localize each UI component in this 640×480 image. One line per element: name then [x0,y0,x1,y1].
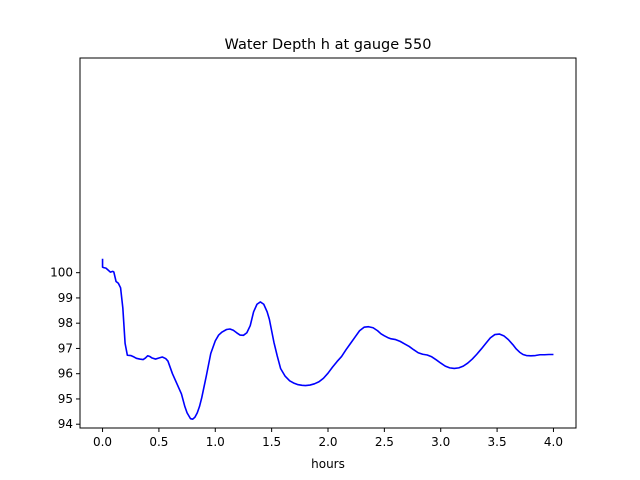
x-tick-label: 3.0 [431,435,450,449]
x-axis-ticks: 0.0 0.5 1.0 1.5 2.0 2.5 3.0 3.5 4.0 [93,428,563,449]
chart-title: Water Depth h at gauge 550 [225,37,432,53]
x-tick-label: 1.0 [206,435,225,449]
x-tick-label: 3.5 [488,435,507,449]
y-tick-label: 94 [58,417,73,431]
y-tick-label: 96 [58,367,73,381]
x-tick-label: 1.5 [262,435,281,449]
x-tick-label: 2.5 [375,435,394,449]
series-line [101,258,554,420]
x-tick-label: 0.5 [149,435,168,449]
x-tick-label: 2.0 [318,435,337,449]
y-axis-ticks: 94 95 96 97 98 99 100 [50,266,80,431]
y-tick-label: 95 [58,392,73,406]
y-tick-label: 98 [58,316,73,330]
x-tick-label: 0.0 [93,435,112,449]
x-tick-label: 4.0 [544,435,563,449]
y-tick-label: 97 [58,341,73,355]
y-tick-label: 100 [50,266,73,280]
x-axis-label: hours [311,457,345,471]
series-layer [101,258,554,420]
y-tick-label: 99 [58,291,73,305]
